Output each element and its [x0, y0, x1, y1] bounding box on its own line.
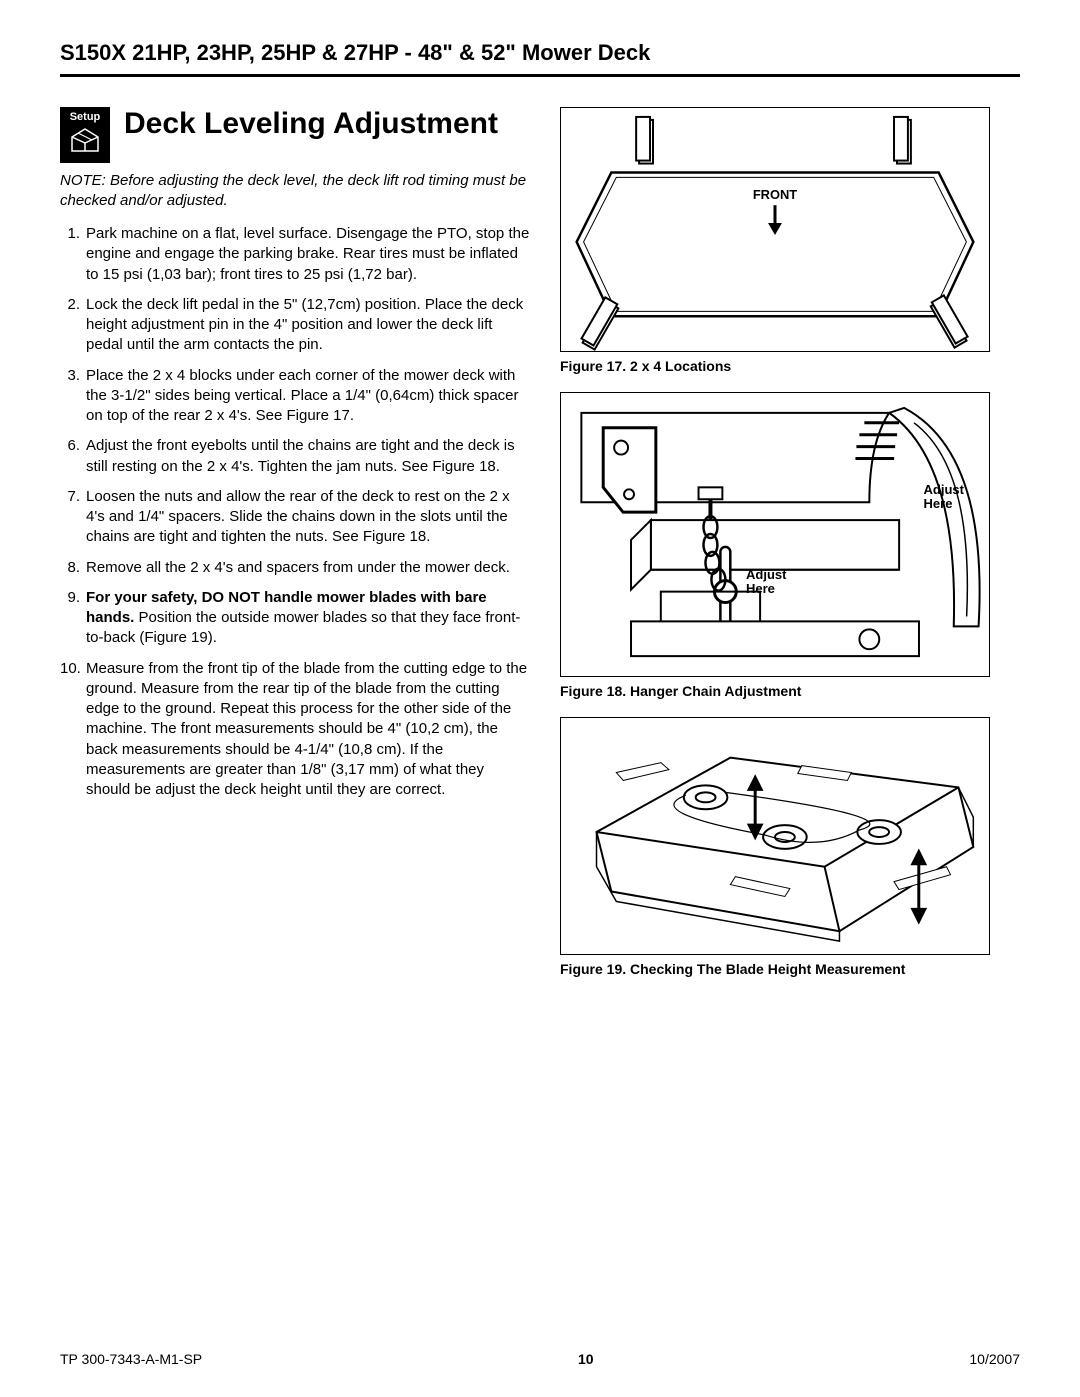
- footer-right: 10/2007: [969, 1351, 1020, 1367]
- adjust-here-label-2: AdjustHere: [746, 568, 786, 597]
- step-text: Loosen the nuts and allow the rear of th…: [86, 487, 530, 548]
- step-item: 7.Loosen the nuts and allow the rear of …: [60, 487, 530, 548]
- step-item: 3.Place the 2 x 4 blocks under each corn…: [60, 366, 530, 427]
- title-row: Setup Deck Leveling Adjustment: [60, 107, 530, 163]
- step-text: Place the 2 x 4 blocks under each corner…: [86, 366, 530, 427]
- figure-17-illustration: FRONT: [561, 108, 989, 351]
- figure-18-illustration: [561, 393, 989, 676]
- step-text: Lock the deck lift pedal in the 5" (12,7…: [86, 295, 530, 356]
- note-text: NOTE: Before adjusting the deck level, t…: [60, 171, 530, 210]
- step-text: Adjust the front eyebolts until the chai…: [86, 436, 530, 477]
- adjust-here-label-1: AdjustHere: [924, 483, 964, 512]
- figure-19-caption: Figure 19. Checking The Blade Height Mea…: [560, 961, 990, 977]
- footer-page-number: 10: [578, 1351, 594, 1367]
- front-label: FRONT: [753, 187, 797, 202]
- figure-17-caption: Figure 17. 2 x 4 Locations: [560, 358, 990, 374]
- page-header: S150X 21HP, 23HP, 25HP & 27HP - 48" & 52…: [60, 40, 1020, 77]
- step-text: Measure from the front tip of the blade …: [86, 659, 530, 801]
- step-number: 7.: [60, 487, 86, 548]
- step-number: 3.: [60, 366, 86, 427]
- step-number: 1.: [60, 224, 86, 285]
- step-item: 2.Lock the deck lift pedal in the 5" (12…: [60, 295, 530, 356]
- figure-18-box: AdjustHere AdjustHere: [560, 392, 990, 677]
- step-number: 2.: [60, 295, 86, 356]
- step-text: Remove all the 2 x 4's and spacers from …: [86, 558, 530, 578]
- step-number: 8.: [60, 558, 86, 578]
- step-number: 9.: [60, 588, 86, 649]
- steps-list: 1.Park machine on a flat, level surface.…: [60, 224, 530, 800]
- figure-17-box: FRONT: [560, 107, 990, 352]
- step-item: 6.Adjust the front eyebolts until the ch…: [60, 436, 530, 477]
- figure-19-box: [560, 717, 990, 955]
- step-item: 10.Measure from the front tip of the bla…: [60, 659, 530, 801]
- right-column: FRONT Figure 17. 2 x 4 Locations: [560, 107, 990, 995]
- step-item: 8.Remove all the 2 x 4's and spacers fro…: [60, 558, 530, 578]
- setup-box-icon: [68, 125, 102, 155]
- step-text: For your safety, DO NOT handle mower bla…: [86, 588, 530, 649]
- figure-19-illustration: [561, 718, 989, 954]
- step-item: 1.Park machine on a flat, level surface.…: [60, 224, 530, 285]
- content-columns: Setup Deck Leveling Adjustment NOTE: Bef…: [60, 107, 1020, 995]
- section-title: Deck Leveling Adjustment: [124, 107, 498, 140]
- step-number: 6.: [60, 436, 86, 477]
- step-item: 9.For your safety, DO NOT handle mower b…: [60, 588, 530, 649]
- left-column: Setup Deck Leveling Adjustment NOTE: Bef…: [60, 107, 530, 995]
- step-text: Park machine on a flat, level surface. D…: [86, 224, 530, 285]
- figure-18-caption: Figure 18. Hanger Chain Adjustment: [560, 683, 990, 699]
- step-number: 10.: [60, 659, 86, 801]
- setup-badge: Setup: [60, 107, 110, 163]
- footer-left: TP 300-7343-A-M1-SP: [60, 1351, 202, 1367]
- setup-badge-label: Setup: [70, 111, 101, 123]
- page-footer: TP 300-7343-A-M1-SP 10 10/2007: [60, 1351, 1020, 1367]
